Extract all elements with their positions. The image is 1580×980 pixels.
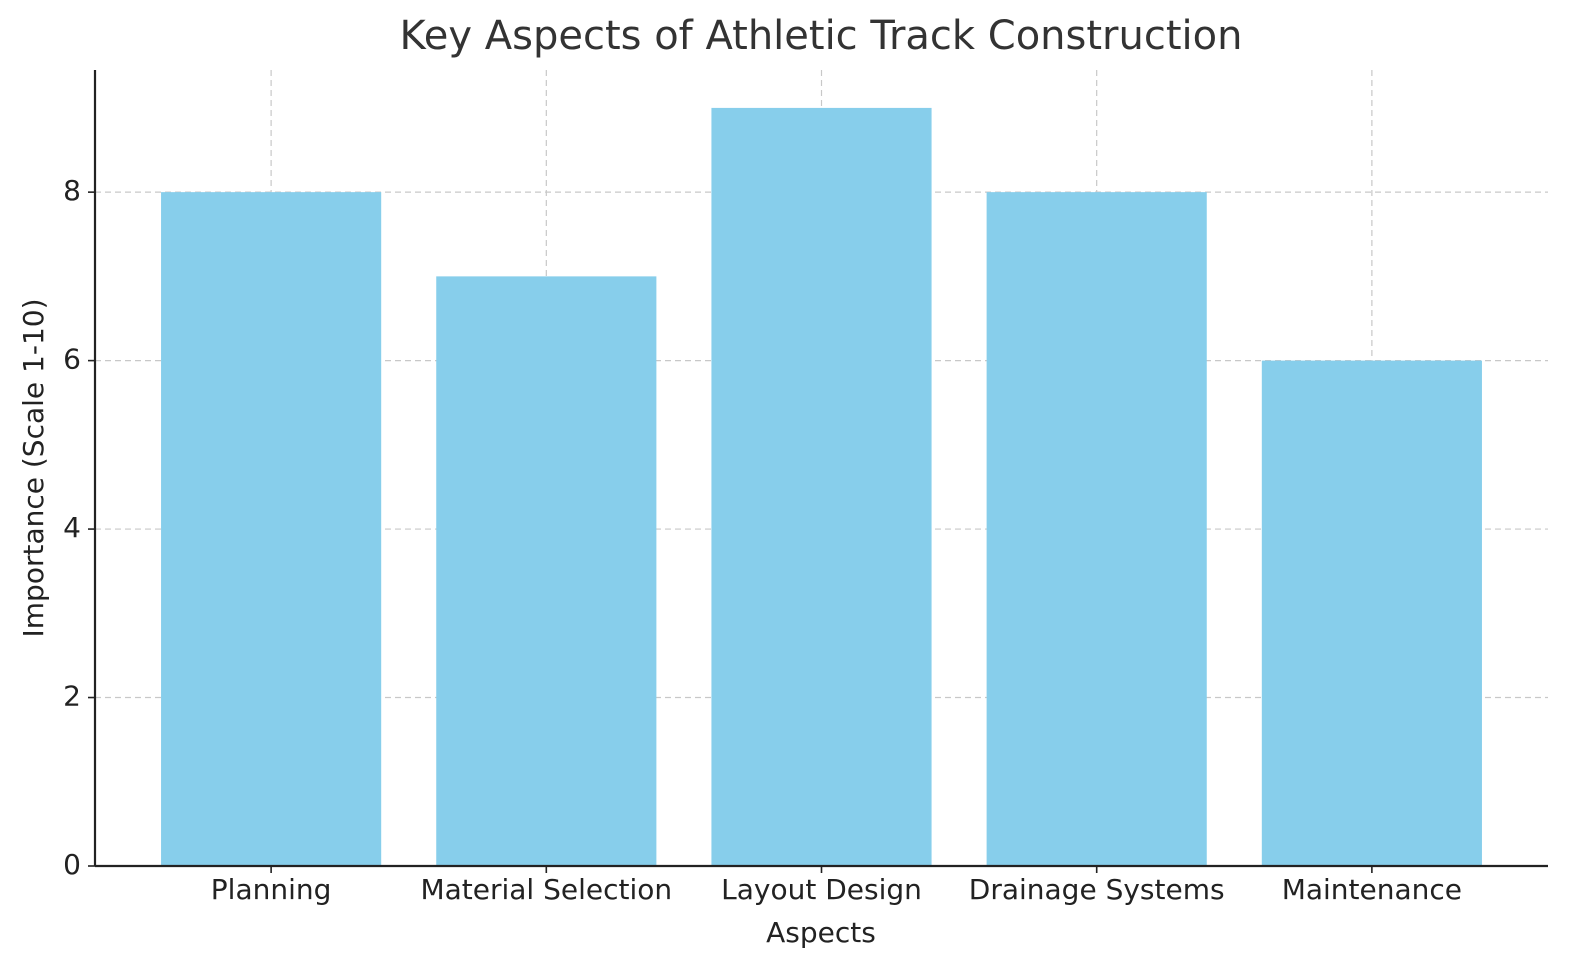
y-tick-label: 0 [63,848,81,881]
y-tick-label: 6 [63,343,81,376]
bar [1261,360,1482,866]
x-tick-label: Planning [211,873,332,906]
y-tick-label: 4 [63,511,81,544]
x-tick-label: Maintenance [1282,873,1462,906]
y-axis-label: Importance (Scale 1-10) [17,299,50,638]
y-tick-label: 2 [63,680,81,713]
chart-title: Key Aspects of Athletic Track Constructi… [400,13,1243,59]
bar [436,276,657,866]
bar [986,192,1207,866]
bars [161,107,1482,866]
x-tick-label: Drainage Systems [969,873,1225,906]
bar [711,107,932,866]
x-tick-label: Layout Design [721,873,922,906]
axes: 0 2 4 6 8 Planning Material Selection Layout De… [63,70,1548,906]
x-tick-label: Material Selection [420,873,672,906]
y-tick-label: 8 [63,174,81,207]
x-axis-label: Aspects [766,916,876,949]
bar [161,192,382,866]
